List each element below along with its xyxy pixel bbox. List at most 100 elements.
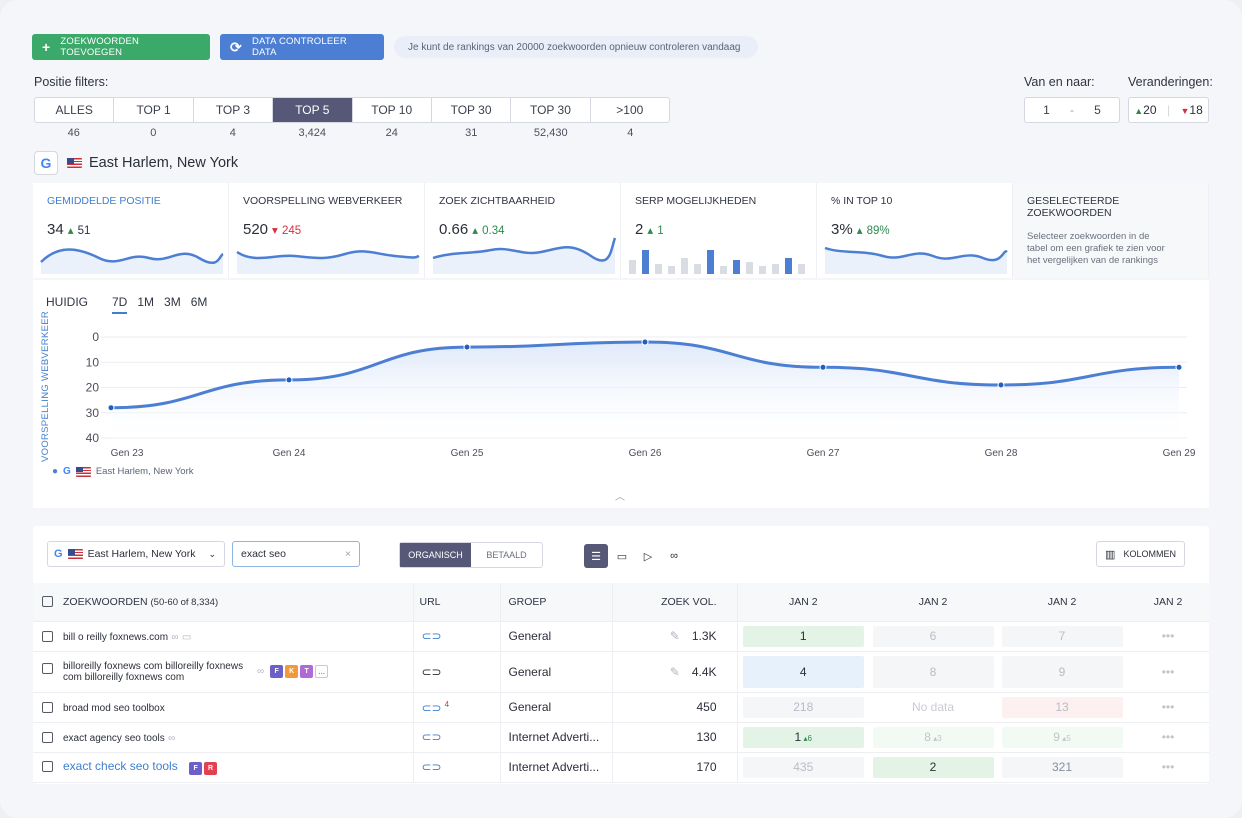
rank-cell[interactable]: 1 ▴6 — [742, 726, 864, 748]
recheck-data-button[interactable]: ⟳ DATA CONTROLEER DATA — [220, 34, 384, 60]
link-icon[interactable]: ∞ — [168, 733, 176, 744]
rank-cell[interactable]: 435 — [742, 756, 864, 778]
tab-6m[interactable]: 6M — [190, 295, 208, 309]
row-checkbox[interactable] — [42, 732, 53, 744]
rank-cell[interactable]: 13 — [1001, 696, 1123, 718]
metric-traffic-forecast[interactable]: VOORSPELLING WEBVERKEER 520 ▾ 245 — [229, 183, 425, 278]
filter-count: 4 — [627, 127, 634, 139]
row-checkbox[interactable] — [42, 662, 53, 674]
location-select[interactable]: G East Harlem, New York ⌄ — [47, 541, 225, 567]
metric-avg-position[interactable]: GEMIDDELDE POSITIE 34 ▴ 51 — [33, 183, 229, 278]
tab-7d[interactable]: 7D — [112, 295, 128, 314]
tag-f[interactable]: F — [270, 665, 284, 678]
comment-icon[interactable]: ▭ — [181, 632, 192, 643]
more-icon[interactable]: ••• — [1127, 722, 1209, 753]
col-keyword[interactable]: ZOEKWOORDEN — [63, 595, 148, 608]
tag-r[interactable]: R — [204, 762, 218, 775]
col-date-2[interactable]: JAN 2 — [869, 583, 997, 622]
tab-1m[interactable]: 1M — [137, 295, 155, 309]
col-url[interactable]: URL — [413, 583, 501, 622]
google-icon[interactable]: G — [34, 151, 58, 175]
row-checkbox[interactable] — [42, 631, 53, 643]
table-row[interactable]: bill o reilly foxnews.com ∞ ▭ ⊂⊃ General… — [33, 621, 1209, 652]
metric-delta: 89% — [866, 225, 890, 237]
table-header: ZOEKWOORDEN (50-60 of 8,334) URL GROEP Z… — [33, 583, 1209, 622]
columns-button[interactable]: ▥ KOLOMMEN — [1096, 541, 1185, 567]
tag-icon[interactable]: ▷ — [643, 550, 653, 563]
filter-all[interactable]: ALLES — [35, 98, 115, 122]
filter-top30[interactable]: TOP 30 — [432, 98, 512, 122]
filter-top1[interactable]: TOP 1 — [114, 98, 194, 122]
tab-paid[interactable]: BETAALD — [486, 550, 527, 560]
rank-cell[interactable]: 8 — [872, 655, 994, 688]
metric-search-visibility[interactable]: ZOEK ZICHTBAARHEID 0.66 ▴ 0.34 — [425, 183, 621, 278]
more-icon[interactable]: ••• — [1127, 651, 1209, 693]
rank-cell[interactable]: 6 — [872, 625, 994, 647]
table-row[interactable]: billoreilly foxnews com billoreilly foxn… — [33, 651, 1209, 693]
row-checkbox[interactable] — [42, 761, 53, 773]
col-date-4[interactable]: JAN 2 — [1127, 583, 1209, 622]
filter-top30b[interactable]: TOP 30 — [511, 98, 591, 122]
select-all-checkbox[interactable] — [42, 596, 53, 608]
col-group[interactable]: GROEP — [500, 583, 613, 622]
rank-cell[interactable]: 218 — [742, 696, 864, 718]
tag-t[interactable]: T — [300, 665, 314, 678]
filter-over100[interactable]: >100 — [616, 103, 644, 117]
rank-cell[interactable]: 4 — [742, 655, 864, 688]
table-row[interactable]: broad mod seo toolbox ⊂⊃ 4 General 450 21… — [33, 692, 1209, 723]
link-icon[interactable]: ∞ — [171, 632, 179, 643]
tag-f[interactable]: F — [189, 762, 203, 775]
url-link-icon[interactable]: ⊂⊃ — [421, 629, 442, 643]
col-volume[interactable]: ZOEK VOL. — [612, 583, 738, 622]
folder-icon[interactable]: ▭ — [616, 550, 628, 563]
edit-icon[interactable]: ✎ — [669, 664, 680, 679]
changes-box[interactable]: ▲20 | ▼18 — [1128, 97, 1209, 123]
url-link-icon[interactable]: ⊂⊃ — [421, 730, 442, 744]
url-link-icon[interactable]: ⊂⊃ — [421, 664, 442, 679]
link-view-icon[interactable]: ∞ — [670, 550, 678, 562]
rank-cell[interactable]: 1 — [742, 625, 864, 647]
col-date-3[interactable]: JAN 2 — [997, 583, 1127, 622]
rank-cell[interactable]: 9 — [1001, 655, 1123, 688]
rank-cell[interactable]: 2 — [872, 756, 994, 778]
rank-cell[interactable]: 321 — [1001, 756, 1123, 778]
tab-current[interactable]: HUIDIG — [46, 295, 88, 309]
table-row[interactable]: exact agency seo tools ∞ ⊂⊃ Internet Adv… — [33, 722, 1209, 753]
range-from[interactable]: 1 — [1043, 103, 1050, 117]
row-checkbox[interactable] — [42, 702, 53, 714]
add-keywords-button[interactable]: + ZOEKWOORDEN TOEVOEGEN — [32, 34, 210, 60]
tab-organic[interactable]: ORGANISCH — [400, 543, 471, 567]
more-icon[interactable]: ••• — [1127, 752, 1209, 783]
edit-icon[interactable]: ✎ — [669, 629, 680, 643]
url-link-icon[interactable]: ⊂⊃ — [421, 700, 442, 715]
url-link-icon[interactable]: ⊂⊃ — [421, 760, 442, 774]
metric-top10-percent[interactable]: % IN TOP 10 3% ▴ 89% — [817, 183, 1013, 278]
recheck-notice: Je kunt de rankings van 20000 zoekwoorde… — [394, 36, 758, 58]
filter-top10[interactable]: TOP 10 — [353, 98, 432, 122]
rank-cell[interactable]: 7 — [1001, 625, 1123, 647]
range-to[interactable]: 5 — [1094, 103, 1101, 117]
more-tags-icon[interactable]: … — [315, 665, 329, 678]
more-icon[interactable]: ••• — [1127, 621, 1209, 652]
search-input[interactable]: exact seo × — [232, 541, 360, 567]
tab-3m[interactable]: 3M — [164, 295, 181, 309]
keyword-link[interactable]: exact check seo tools — [63, 759, 178, 773]
more-icon[interactable]: ••• — [1127, 692, 1209, 723]
clear-icon[interactable]: × — [344, 548, 351, 560]
rank-cell[interactable]: 9 ▴5 — [1001, 726, 1123, 748]
metric-serp-opportunities[interactable]: SERP MOGELIJKHEDEN 2 ▴ 1 — [621, 183, 817, 278]
rank-cell[interactable]: No data — [911, 699, 955, 714]
tag-k[interactable]: K — [285, 665, 299, 678]
search-value[interactable]: exact seo — [241, 548, 286, 560]
filter-top3[interactable]: TOP 3 — [194, 98, 274, 122]
keyword-text: exact agency seo tools — [63, 733, 165, 744]
collapse-chevron-icon[interactable]: ︿ — [615, 492, 625, 503]
serp-bars — [629, 250, 805, 274]
range-input[interactable]: 1 - 5 — [1024, 97, 1120, 123]
col-date-1[interactable]: JAN 2 — [737, 583, 869, 622]
filter-top5[interactable]: TOP 5 — [273, 98, 353, 122]
link-icon[interactable]: ∞ — [257, 666, 265, 677]
rank-cell[interactable]: 8 ▴3 — [872, 726, 994, 748]
list-view-icon[interactable]: ☰ — [584, 544, 608, 568]
